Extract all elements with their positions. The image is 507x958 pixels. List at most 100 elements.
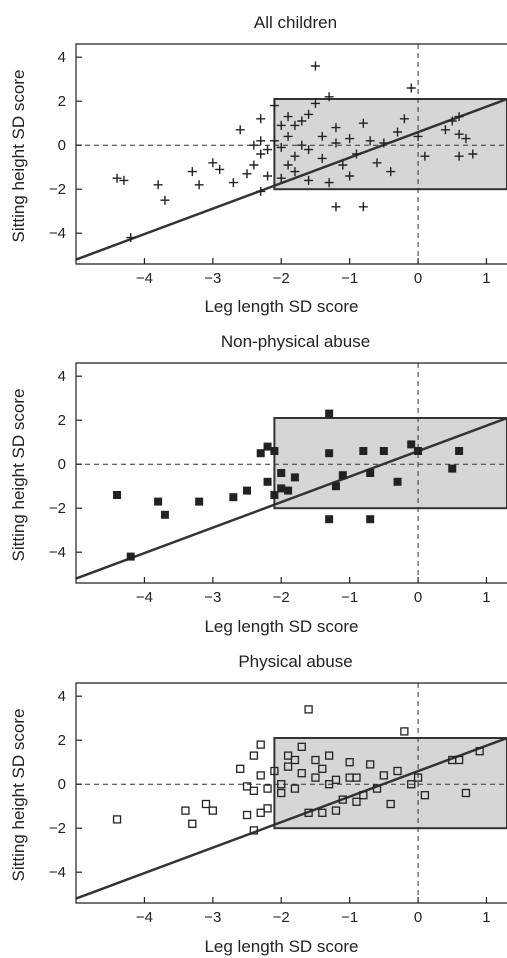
x-axis-label: Leg length SD score (204, 297, 358, 316)
chart-panel-1: All children −4 −3 −2 −1 0 1 −4 −2 0 2 4 Leg length … (9, 13, 507, 316)
data-point (263, 442, 272, 451)
x-tick-label: −2 (273, 270, 290, 287)
data-point (406, 83, 416, 93)
data-point (304, 705, 313, 714)
data-point (119, 175, 129, 185)
x-tick-label: −3 (204, 909, 221, 926)
data-point (263, 145, 273, 155)
chart-title: Physical abuse (238, 652, 352, 671)
data-point (256, 186, 266, 196)
data-point (290, 755, 300, 765)
data-point (366, 515, 375, 524)
data-point (461, 788, 471, 798)
data-point (331, 138, 341, 148)
data-point (372, 158, 382, 168)
x-tick-label: −2 (273, 589, 290, 606)
data-point (345, 171, 355, 181)
data-point (283, 160, 293, 170)
data-point (256, 771, 265, 780)
data-point (407, 780, 416, 789)
data-point (386, 799, 395, 809)
y-axis-label: Sitting height SD score (9, 70, 28, 243)
data-point (359, 791, 368, 800)
data-point (317, 131, 327, 141)
data-point (379, 771, 389, 780)
data-point (242, 169, 252, 179)
y-tick-label: −4 (49, 225, 66, 242)
y-tick-label: 0 (58, 776, 66, 793)
x-tick-label: 0 (414, 909, 422, 926)
x-tick-label: 1 (482, 270, 490, 287)
data-point (153, 180, 163, 190)
data-point (263, 477, 272, 486)
data-point (413, 131, 423, 141)
data-point (440, 125, 450, 135)
y-tick-label: 0 (58, 456, 66, 473)
data-point (454, 129, 464, 139)
data-point (352, 773, 361, 782)
data-point (338, 160, 348, 170)
data-point (338, 471, 347, 480)
data-point (331, 775, 341, 784)
data-point (242, 810, 252, 820)
data-point (345, 134, 355, 144)
data-point (454, 755, 464, 765)
data-point (284, 486, 293, 495)
data-point (420, 791, 430, 800)
data-point (379, 138, 389, 148)
data-point (256, 136, 266, 146)
data-point (468, 149, 478, 159)
data-point (290, 167, 300, 177)
data-point (154, 497, 163, 506)
x-tick-label: 1 (482, 589, 490, 606)
x-tick-label: 1 (482, 909, 490, 926)
data-point (187, 167, 197, 177)
data-point (126, 552, 135, 561)
data-point (297, 769, 306, 778)
x-tick-label: −4 (136, 270, 153, 287)
data-point (475, 747, 484, 756)
data-point (277, 780, 286, 789)
data-point (181, 806, 190, 815)
data-point (113, 491, 122, 499)
data-point (242, 782, 252, 791)
data-point (338, 795, 347, 804)
y-axis-label: Sitting height SD score (9, 389, 28, 562)
data-point (366, 760, 375, 769)
data-point (324, 178, 334, 188)
data-point (236, 764, 245, 773)
y-tick-label: −4 (49, 544, 66, 561)
data-point (215, 164, 225, 174)
data-point (208, 806, 217, 815)
data-point (393, 477, 402, 486)
data-point (256, 740, 265, 749)
data-point (277, 788, 286, 798)
data-point (304, 175, 314, 185)
data-point (393, 127, 403, 137)
data-point (351, 149, 361, 159)
y-tick-label: 4 (58, 688, 66, 705)
data-point (160, 510, 169, 519)
data-point (358, 118, 368, 128)
data-point (352, 797, 361, 806)
data-point (304, 145, 314, 155)
data-point (290, 784, 300, 793)
x-axis-label: Leg length SD score (204, 937, 358, 956)
data-point (318, 764, 327, 773)
data-point (359, 447, 368, 455)
y-tick-label: 2 (58, 412, 66, 429)
x-tick-label: −1 (341, 270, 358, 287)
data-point (256, 149, 266, 159)
chart-panel-3: Physical abuse −4 −3 −2 −1 0 1 −4 −2 0 2 4 Leg lengt… (9, 652, 507, 956)
chart-panel-2: Non-physical abuse −4 −3 −2 −1 0 1 −4 −2 0 2 4 Leg l… (9, 332, 507, 636)
data-point (249, 826, 259, 835)
data-point (455, 447, 464, 455)
data-point (256, 449, 265, 458)
plot-frame (75, 682, 507, 904)
data-point (304, 808, 313, 817)
data-point (324, 751, 334, 760)
x-tick-label: −4 (136, 589, 153, 606)
data-point (263, 171, 273, 181)
data-point (277, 484, 286, 493)
